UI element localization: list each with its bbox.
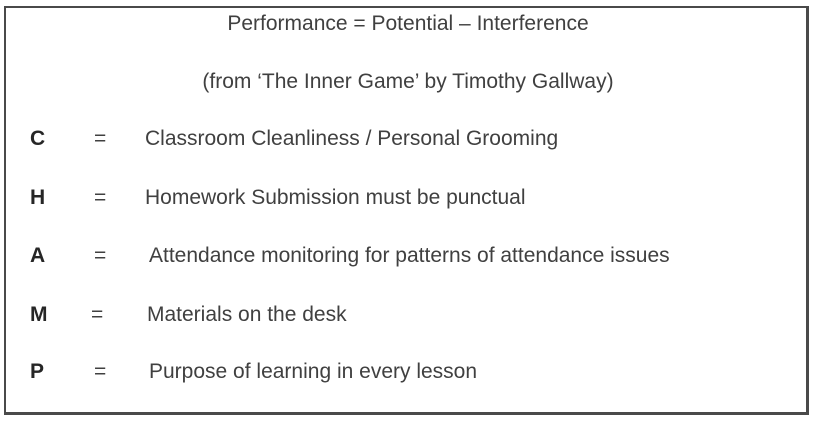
equals-sign: =: [94, 244, 107, 267]
definition-text: Attendance monitoring for patterns of at…: [149, 244, 670, 267]
acronym-letter: H: [30, 186, 46, 209]
equals-sign: =: [94, 360, 107, 383]
equals-sign: =: [94, 127, 107, 150]
definition-text: Materials on the desk: [147, 303, 347, 326]
acronym-letter: C: [30, 127, 46, 150]
champ-row-m: M = Materials on the desk: [0, 303, 816, 333]
definition-text: Purpose of learning in every lesson: [149, 360, 478, 383]
acronym-letter: A: [30, 244, 46, 267]
definition-text: Homework Submission must be punctual: [145, 186, 526, 209]
formula-heading: Performance = Potential – Interference: [227, 12, 589, 35]
definition-text: Classroom Cleanliness / Personal Groomin…: [145, 127, 559, 150]
champ-row-p: P = Purpose of learning in every lesson: [0, 360, 816, 390]
champ-row-c: C = Classroom Cleanliness / Personal Gro…: [0, 127, 816, 157]
source-citation: (from ‘The Inner Game’ by Timothy Gallwa…: [202, 70, 614, 93]
equals-sign: =: [94, 186, 107, 209]
champ-row-h: H = Homework Submission must be punctual: [0, 186, 816, 216]
document-frame: [4, 6, 809, 415]
equals-sign: =: [91, 303, 104, 326]
acronym-letter: M: [30, 303, 48, 326]
champ-row-a: A = Attendance monitoring for patterns o…: [0, 244, 816, 274]
acronym-letter: P: [30, 360, 45, 383]
